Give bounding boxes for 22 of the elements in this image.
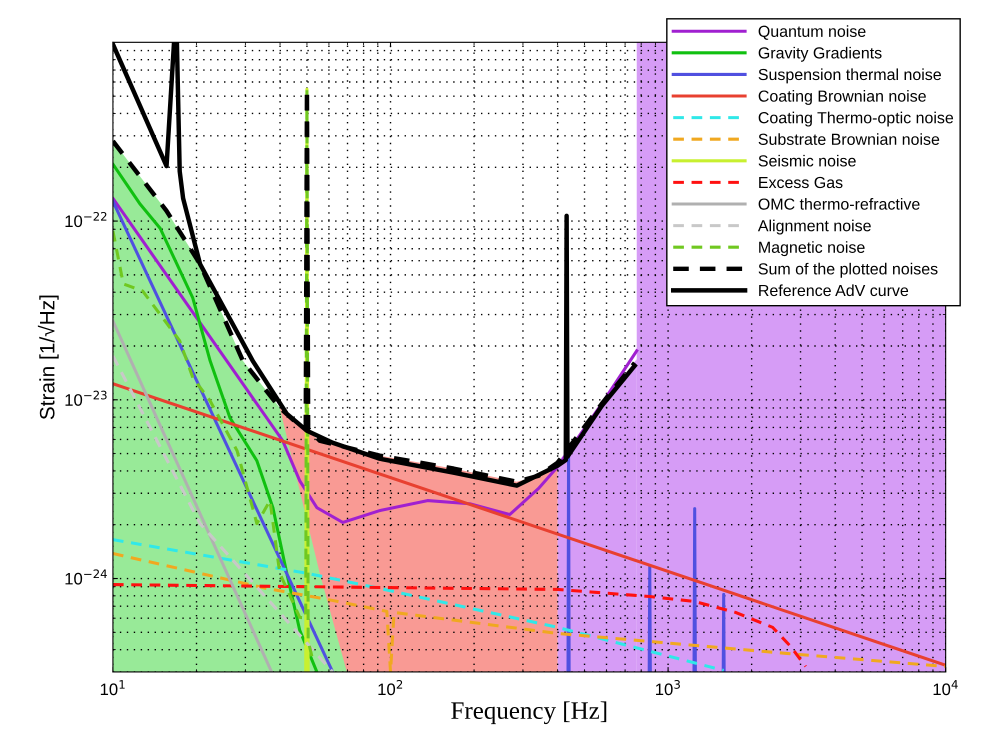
y-axis-title: Strain [1/√Hz] — [38, 296, 59, 420]
x-tick-label: 10$^{3}$ — [656, 680, 680, 696]
legend-label: Gravity Gradients — [758, 46, 882, 62]
x-tick-label: 10$^{4}$ — [934, 680, 958, 696]
x-tick-label: 10$^{2}$ — [378, 680, 402, 696]
legend-label: Suspension thermal noise — [758, 68, 941, 84]
x-tick-label: 10$^{1}$ — [100, 680, 125, 696]
legend-label: Magnetic noise — [759, 241, 865, 256]
legend-label: Coating Thermo-optic noise — [758, 112, 954, 127]
y-tick-label: 10$^{−22}$ — [66, 212, 106, 228]
legend-label: Sum of the plotted noises — [758, 262, 938, 278]
legend-label: Excess Gas — [759, 176, 843, 188]
legend-label: OMC thermo-refractive — [758, 198, 920, 210]
legend-label: Seismic noise — [758, 154, 856, 167]
y-tick-label: 10$^{−23}$ — [66, 390, 107, 406]
legend-label: Alignment noise — [758, 220, 871, 235]
y-tick-label: 10$^{−24}$ — [66, 569, 107, 585]
legend-label: Substrate Brownian noise — [758, 133, 940, 145]
legend-label: Coating Brownian noise — [758, 90, 926, 105]
legend-label: Quantum noise — [758, 25, 866, 40]
x-axis-title: Frequency [Hz] — [451, 701, 606, 724]
legend-label: Reference AdV curve — [759, 284, 908, 296]
